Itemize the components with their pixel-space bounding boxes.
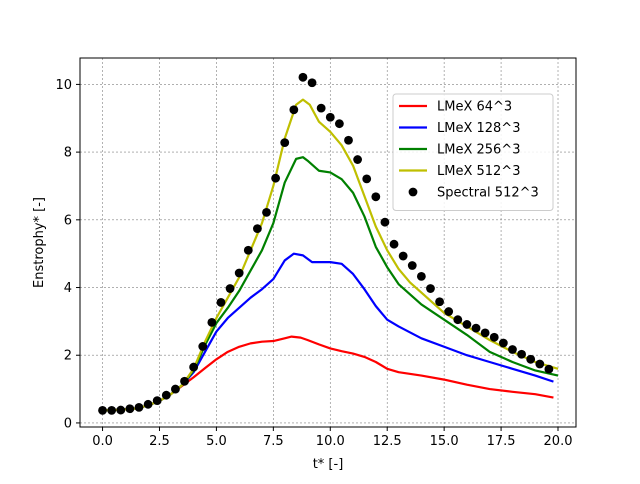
series-point [453, 315, 463, 325]
x-tick-label: 17.5 [487, 434, 516, 449]
series-point [161, 390, 171, 400]
series-point [143, 399, 153, 409]
series-point [334, 119, 344, 129]
series-point [471, 323, 481, 333]
series-point [371, 192, 381, 202]
series-point [426, 284, 435, 293]
series-point [134, 402, 144, 412]
x-tick-label: 2.5 [149, 434, 170, 449]
x-tick-label: 15.0 [430, 434, 459, 449]
series-point [398, 251, 408, 261]
legend-label: Spectral 512^3 [437, 186, 539, 201]
series-layer [98, 72, 559, 415]
legend: LMeX 64^3 LMeX 128^3 LMeX 256^3 LMeX 512^3 S… [392, 93, 554, 211]
series-point [407, 261, 417, 270]
series-point [216, 298, 226, 307]
series-point [535, 359, 545, 369]
series-point [180, 376, 189, 386]
legend-label: LMeX 256^3 [437, 143, 520, 158]
y-tick-label: 8 [64, 146, 72, 161]
series-point [298, 72, 308, 82]
series-point [526, 354, 536, 364]
x-tick-label: 5.0 [206, 434, 227, 449]
series-point [344, 135, 353, 145]
legend-label: LMeX 64^3 [437, 100, 512, 115]
y-tick-label: 2 [64, 349, 72, 364]
series-point [280, 138, 290, 148]
series-point [498, 338, 508, 348]
series-point [262, 207, 271, 217]
x-tick-label: 10.0 [316, 434, 345, 449]
axes-frame [79, 57, 577, 428]
series-point [380, 217, 390, 227]
series-point [462, 320, 472, 329]
grid [80, 58, 576, 427]
y-tick-label: 6 [64, 213, 72, 228]
legend-box [392, 93, 554, 211]
series-point [489, 332, 499, 342]
legend-label: LMeX 128^3 [437, 121, 520, 136]
series-point [444, 307, 454, 316]
x-tick-label: 20.0 [544, 434, 573, 449]
series-point [189, 362, 199, 372]
series-point [389, 239, 399, 249]
legend-label: LMeX 512^3 [437, 164, 520, 179]
series-point [271, 173, 281, 183]
series-point [243, 245, 253, 255]
series-point [435, 297, 444, 307]
series-point [152, 396, 162, 405]
series-point [508, 345, 517, 354]
series-point [225, 284, 235, 293]
y-tick-label: 4 [64, 281, 72, 296]
series-point [362, 174, 372, 184]
series-point [234, 268, 244, 278]
series-point [198, 342, 208, 351]
x-tick-label: 7.5 [263, 434, 284, 449]
series-point [107, 406, 117, 415]
series-point [480, 328, 490, 338]
series-point [353, 155, 363, 164]
y-tick-label: 0 [64, 416, 72, 431]
y-tick-label: 10 [55, 78, 72, 93]
series-point [207, 317, 217, 327]
series-point [307, 78, 317, 88]
series-point [325, 112, 335, 122]
x-tick-label: 12.5 [373, 434, 402, 449]
x-tick-label: 0.0 [92, 434, 113, 449]
series-point [125, 404, 135, 414]
series-point [316, 103, 326, 113]
series-point [289, 105, 299, 115]
series-point [171, 384, 180, 394]
series-point [416, 271, 426, 281]
series-point [253, 224, 262, 234]
series-point [517, 349, 526, 359]
series-point [98, 406, 107, 415]
ticks: 0.0 2.5 5.0 7.5 10.0 12.5 15.0 17.5 20.0 0 2 4 6 8 10 [55, 78, 572, 449]
legend-marker [408, 187, 418, 197]
series-point [544, 364, 554, 374]
y-axis-label: Enstrophy* [-] [32, 197, 47, 288]
x-axis-label: t* [-] [313, 457, 344, 472]
series-point [116, 405, 126, 415]
